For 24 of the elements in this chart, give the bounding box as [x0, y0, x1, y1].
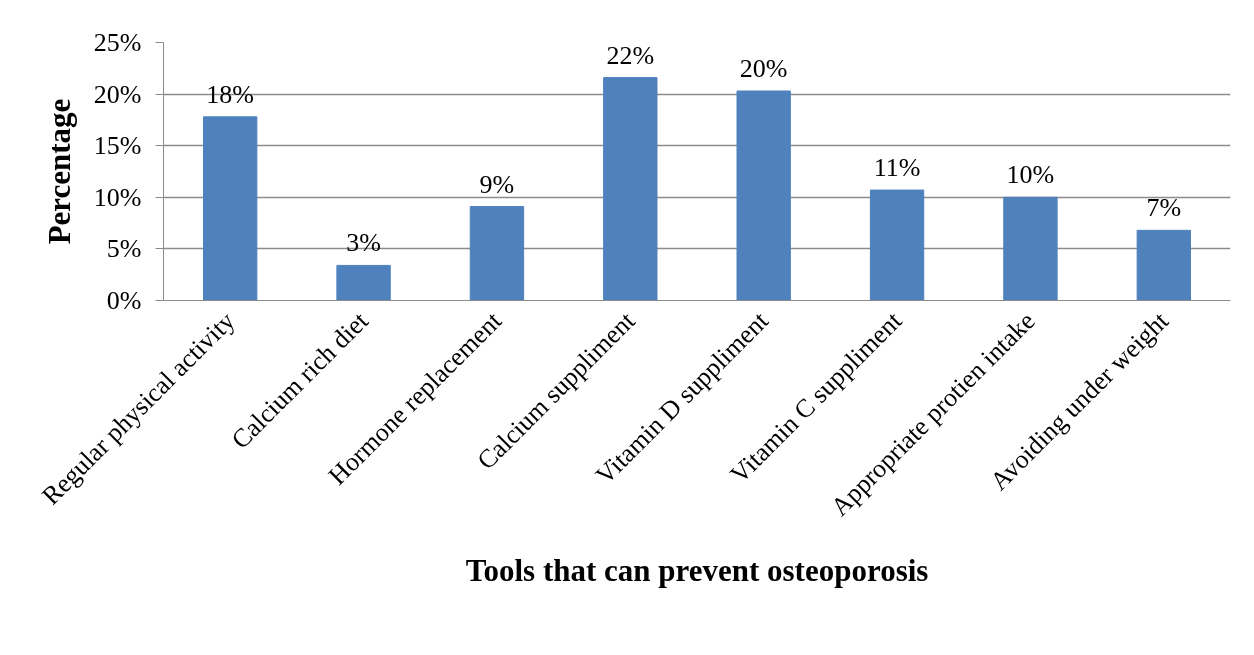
y-tick-label: 15% [93, 131, 142, 161]
data-label: 11% [873, 153, 921, 183]
y-tick-label: 25% [93, 28, 142, 57]
data-label: 22% [606, 40, 655, 70]
y-axis-title: Percentage [41, 98, 77, 245]
y-tick-label: 20% [93, 79, 142, 109]
bar [869, 189, 925, 301]
bar [1003, 196, 1058, 301]
x-axis-title: Tools that can prevent osteoporosis [465, 553, 929, 589]
bar [203, 116, 258, 301]
bar [469, 206, 525, 301]
data-label: 9% [479, 169, 515, 199]
data-label: 20% [739, 54, 788, 83]
bar [736, 90, 791, 301]
bar [336, 264, 391, 301]
data-label: 3% [346, 228, 381, 258]
y-tick-label: 5% [106, 234, 142, 264]
bar [1136, 229, 1191, 301]
bar [603, 77, 658, 301]
data-label: 10% [1006, 160, 1055, 190]
data-label: 7% [1146, 193, 1182, 223]
data-label: 18% [206, 79, 255, 109]
y-tick-label: 10% [93, 182, 142, 212]
y-tick-label: 0% [106, 286, 142, 315]
